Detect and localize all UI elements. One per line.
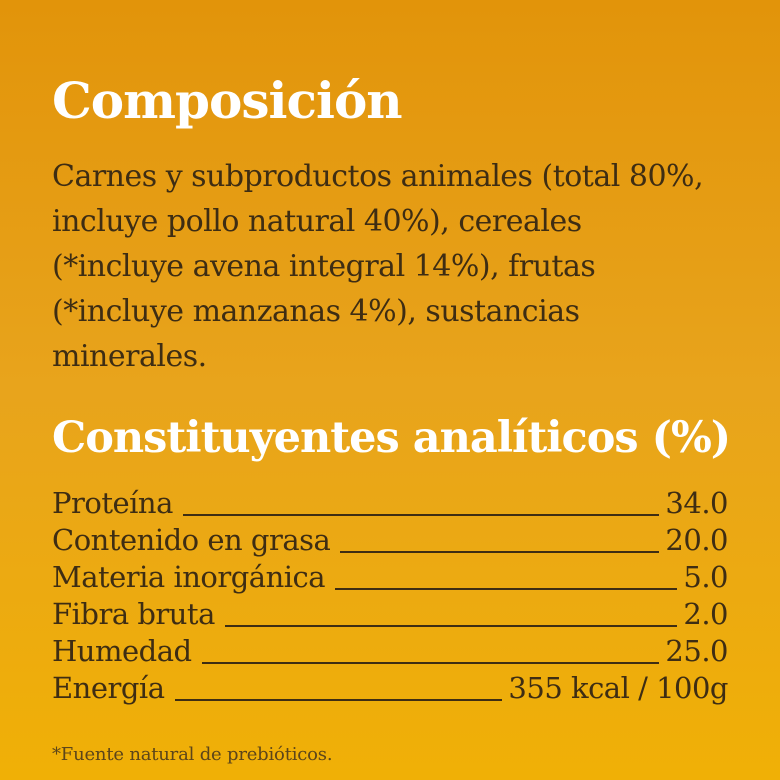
row-value: 34.0	[665, 486, 728, 520]
leader-line	[340, 551, 660, 553]
row-value: 5.0	[683, 560, 728, 594]
row-label: Contenido en grasa	[52, 523, 331, 557]
composition-title: Composición	[52, 71, 403, 130]
composition-body-text: Carnes y subproductos animales (total 80…	[52, 159, 704, 374]
row-label: Fibra bruta	[52, 597, 215, 631]
row-label: Proteína	[52, 486, 173, 520]
row-label: Energía	[52, 671, 165, 705]
row-label: Humedad	[52, 634, 192, 668]
table-row-crude-fibre: Fibra bruta 2.0	[52, 597, 728, 634]
leader-line	[174, 699, 503, 701]
prebiotics-footnote: *Fuente natural de prebióticos.	[52, 744, 333, 765]
row-value: 20.0	[665, 523, 728, 557]
table-row-energy: Energía 355 kcal / 100g	[52, 671, 728, 708]
row-value: 25.0	[665, 634, 728, 668]
leader-line	[201, 662, 660, 664]
leader-line	[182, 514, 660, 516]
table-row-inorganic-matter: Materia inorgánica 5.0	[52, 560, 728, 597]
row-value: 355 kcal / 100g	[508, 671, 728, 705]
table-row-fat-content: Contenido en grasa 20.0	[52, 523, 728, 560]
leader-line	[335, 588, 678, 590]
table-row-protein: Proteína 34.0	[52, 486, 728, 523]
table-row-moisture: Humedad 25.0	[52, 634, 728, 671]
analytical-constituents-title: Constituyentes analíticos (%)	[52, 413, 731, 463]
row-value: 2.0	[683, 597, 728, 631]
leader-line	[224, 625, 678, 627]
analytical-constituents-table: Proteína 34.0 Contenido en grasa 20.0 Ma…	[52, 486, 728, 708]
row-label: Materia inorgánica	[52, 560, 326, 594]
